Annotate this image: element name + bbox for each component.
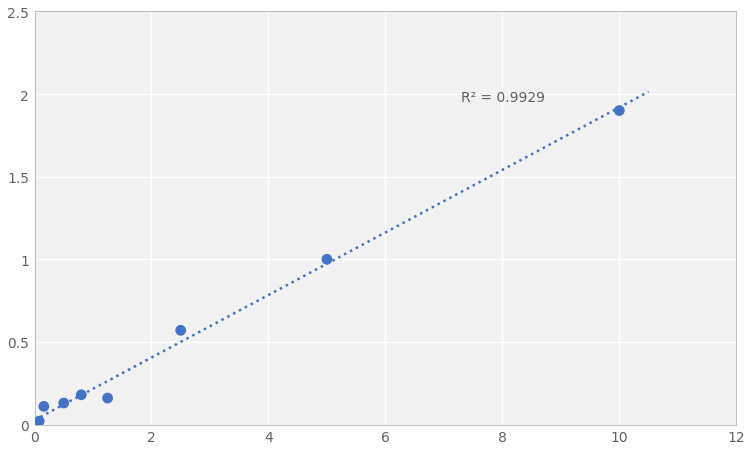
Point bbox=[174, 327, 186, 334]
Text: R² = 0.9929: R² = 0.9929 bbox=[462, 91, 545, 105]
Point bbox=[75, 391, 87, 399]
Point bbox=[29, 419, 41, 427]
Point bbox=[614, 108, 626, 115]
Point bbox=[102, 395, 114, 402]
Point bbox=[321, 256, 333, 263]
Point bbox=[58, 400, 70, 407]
Point bbox=[33, 418, 45, 425]
Point bbox=[38, 403, 50, 410]
